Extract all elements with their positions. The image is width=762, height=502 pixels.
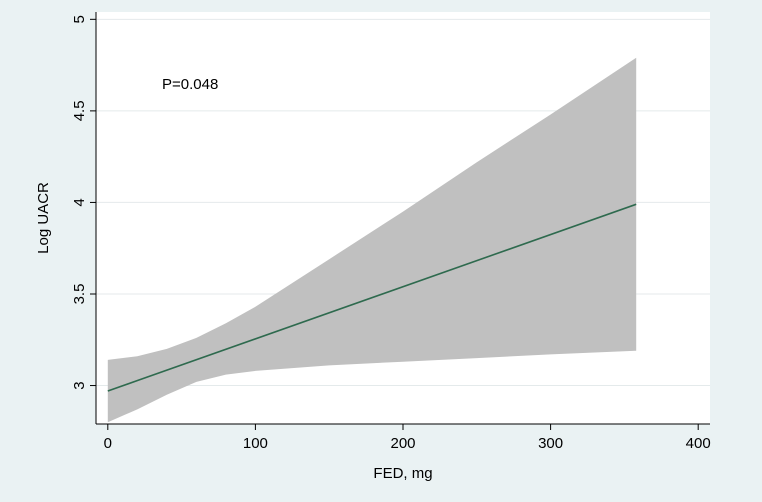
y-tick-label: 3 bbox=[71, 381, 88, 389]
x-tick-label: 400 bbox=[686, 435, 711, 452]
axes: 0 100 200 300 400 3 3.5 4 4.5 5 bbox=[71, 12, 711, 452]
y-tick-label: 3.5 bbox=[71, 284, 88, 305]
fitted-line-layer bbox=[107, 203, 637, 392]
fitted-line bbox=[107, 203, 637, 392]
x-tick-label: 200 bbox=[390, 435, 415, 452]
confidence-band-layer bbox=[107, 57, 637, 423]
x-axis-label: FED, mg bbox=[373, 465, 432, 482]
y-tick-label: 5 bbox=[71, 15, 88, 23]
x-tick-label: 100 bbox=[243, 435, 268, 452]
y-tick-label: 4 bbox=[71, 198, 88, 206]
y-tick-label: 4.5 bbox=[71, 100, 88, 121]
x-tick-label: 300 bbox=[538, 435, 563, 452]
x-tick-label: 0 bbox=[104, 435, 112, 452]
y-axis-label: Log UACR bbox=[35, 182, 52, 254]
confidence-band bbox=[107, 57, 637, 423]
p-value-annotation: P=0.048 bbox=[162, 76, 218, 93]
